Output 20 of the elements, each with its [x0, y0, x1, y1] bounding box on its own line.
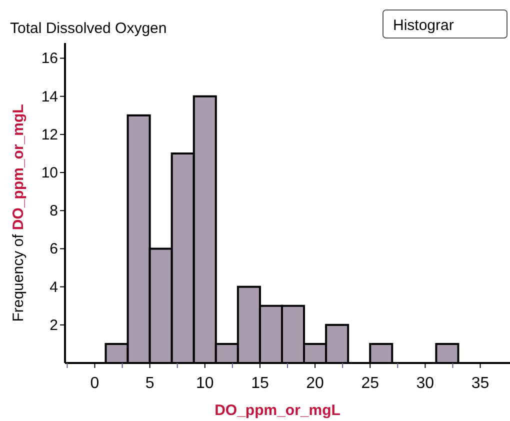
- y-tick-label: 6: [50, 240, 58, 258]
- y-tick-label: 12: [41, 126, 58, 144]
- y-axis-title: Frequency of DO_ppm_or_mgL: [10, 104, 27, 322]
- y-tick-label: 8: [50, 202, 58, 220]
- y-tick-label: 10: [41, 164, 58, 182]
- x-axis-title: DO_ppm_or_mgL: [214, 402, 340, 419]
- chart-title: Total Dissolved Oxygen: [10, 20, 167, 37]
- x-tick-label: 15: [251, 375, 269, 392]
- y-tick-label: 14: [41, 88, 58, 106]
- x-tick-label: 5: [145, 375, 154, 392]
- x-tick-label: 20: [306, 375, 324, 392]
- x-tick-label: 35: [471, 375, 490, 392]
- x-tick-label: 30: [416, 375, 434, 392]
- x-tick-label: 0: [90, 375, 100, 392]
- y-tick-label: 2: [50, 316, 58, 334]
- x-tick-label: 25: [361, 375, 380, 392]
- y-tick-label: 16: [41, 50, 58, 68]
- text: Histograr: [393, 17, 454, 34]
- y-tick-label: 4: [50, 278, 58, 296]
- x-tick-label: 10: [196, 375, 214, 392]
